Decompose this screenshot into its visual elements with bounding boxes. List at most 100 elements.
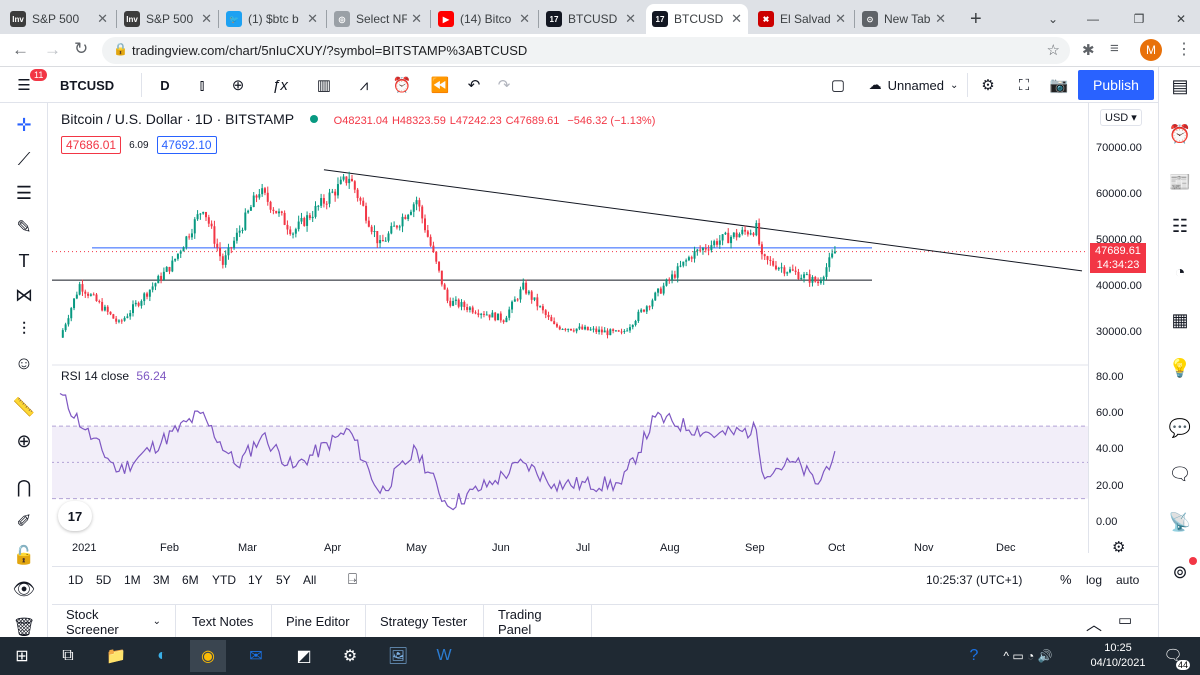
tab-search-icon[interactable]: ⌄: [1047, 12, 1059, 26]
chrome-icon[interactable]: ◉: [190, 640, 226, 672]
tab-text-notes[interactable]: Text Notes: [178, 605, 272, 638]
streams-icon[interactable]: 📡: [1168, 511, 1192, 532]
scale-settings-icon[interactable]: ⚙: [1112, 539, 1126, 556]
browser-tab[interactable]: Inv S&P 500 ✕: [4, 4, 114, 34]
fib-tool-icon[interactable]: ☰: [15, 182, 33, 203]
reload-icon[interactable]: ↻: [74, 39, 89, 58]
text-tool-icon[interactable]: T: [18, 250, 30, 271]
data-window-icon[interactable]: ▦: [1171, 309, 1189, 330]
layout-select-icon[interactable]: ▢: [830, 77, 846, 94]
close-tab-icon[interactable]: ✕: [835, 11, 846, 26]
visibility-eye-icon[interactable]: 👁: [12, 578, 36, 599]
url-field[interactable]: 🔒 tradingview.com/chart/5nIuCXUY/?symbol…: [102, 37, 1070, 64]
range-ytd-button[interactable]: YTD: [212, 573, 236, 587]
indicators-icon[interactable]: ƒx: [272, 76, 288, 94]
browser-tab[interactable]: 17 BTCUSD ✕: [540, 4, 642, 34]
bid-button[interactable]: 47686.01: [61, 136, 122, 154]
log-scale-toggle[interactable]: log: [1086, 573, 1103, 587]
tab-stock-screener[interactable]: Stock Screener ⌄: [52, 605, 176, 638]
edit-app-icon[interactable]: ◩: [296, 648, 312, 665]
close-tab-icon[interactable]: ✕: [625, 11, 636, 26]
help-icon[interactable]: ?: [969, 647, 979, 664]
range-5d-button[interactable]: 5D: [96, 573, 112, 587]
range-1d-button[interactable]: 1D: [68, 573, 84, 587]
chart-canvas[interactable]: [52, 103, 1088, 553]
prediction-tool-icon[interactable]: ⫶: [21, 318, 27, 339]
browser-tab[interactable]: 🐦 (1) $btc b ✕: [220, 4, 324, 34]
edge-browser-icon[interactable]: ◐: [157, 647, 167, 664]
outlook-icon[interactable]: ✉: [249, 648, 263, 665]
trendline-tool-icon[interactable]: ⟋: [17, 148, 31, 169]
tab-pine-editor[interactable]: Pine Editor: [272, 605, 366, 638]
alarm-clock-icon[interactable]: ⏰: [1168, 123, 1192, 144]
range-1m-button[interactable]: 1M: [124, 573, 141, 587]
reading-list-icon[interactable]: ≡: [1110, 40, 1119, 57]
news-icon[interactable]: 📰: [1168, 171, 1192, 192]
redo-icon[interactable]: ↷: [497, 77, 511, 94]
range-6m-button[interactable]: 6M: [182, 573, 199, 587]
clock-timezone-button[interactable]: 10:25:37 (UTC+1): [926, 573, 1023, 587]
compare-add-icon[interactable]: ⊕: [231, 77, 245, 94]
close-tab-icon[interactable]: ✕: [307, 11, 318, 26]
zoom-in-icon[interactable]: ⊕: [16, 430, 32, 451]
messages-icon[interactable]: 🗨: [1168, 463, 1192, 484]
close-tab-icon[interactable]: ✕: [731, 11, 742, 26]
browser-tab[interactable]: Inv S&P 500 ✕: [118, 4, 218, 34]
watchlist-icon[interactable]: ▤: [1171, 75, 1189, 96]
forward-icon[interactable]: →: [44, 40, 61, 59]
candle-style-icon[interactable]: ⫾: [199, 76, 205, 94]
hotlist-icon[interactable]: ☷: [1171, 215, 1189, 236]
goto-date-icon[interactable]: ⍈: [348, 571, 358, 588]
bookmark-star-icon[interactable]: ☆: [1046, 42, 1060, 59]
auto-scale-toggle[interactable]: auto: [1116, 573, 1140, 587]
minimize-icon[interactable]: —: [1087, 12, 1099, 26]
templates-icon[interactable]: ▥: [316, 77, 332, 94]
fullscreen-icon[interactable]: ⛶: [1018, 76, 1030, 94]
pattern-tool-icon[interactable]: ⋈: [15, 284, 33, 305]
undo-icon[interactable]: ↶: [467, 77, 481, 94]
interval-button[interactable]: D: [160, 77, 170, 93]
range-all-button[interactable]: All: [303, 573, 317, 587]
browser-tab[interactable]: 17 BTCUSD ✕: [646, 4, 748, 34]
close-tab-icon[interactable]: ✕: [519, 11, 530, 26]
tab-trading-panel[interactable]: Trading Panel: [484, 605, 592, 638]
ask-button[interactable]: 47692.10: [156, 136, 217, 154]
file-explorer-icon[interactable]: 📁: [106, 648, 126, 665]
photos-icon[interactable]: 🖼: [387, 648, 409, 665]
settings-gear-icon[interactable]: ⚙: [981, 77, 995, 94]
calendar-icon[interactable]: ◔: [1174, 261, 1186, 282]
browser-menu-icon[interactable]: ⋮: [1176, 41, 1192, 58]
close-tab-icon[interactable]: ✕: [201, 11, 212, 26]
tab-strategy-tester[interactable]: Strategy Tester: [366, 605, 484, 638]
lock-icon[interactable]: 🔓: [12, 544, 36, 565]
chevron-up-icon[interactable]: ︿: [1086, 617, 1103, 634]
system-tray-icons[interactable]: ^ ▭ ◔ 🔊: [1003, 649, 1053, 663]
crosshair-icon[interactable]: ✛: [16, 114, 32, 135]
chat-icon[interactable]: 💬: [1168, 417, 1192, 438]
layout-name-button[interactable]: ☁ Unnamed ⌄: [860, 73, 968, 97]
percent-scale-toggle[interactable]: %: [1060, 572, 1072, 587]
close-tab-icon[interactable]: ✕: [935, 11, 946, 26]
windows-start-icon[interactable]: ⊞: [15, 648, 29, 665]
trash-icon[interactable]: 🗑: [12, 616, 36, 637]
restore-icon[interactable]: ❐: [1133, 12, 1145, 26]
profile-avatar[interactable]: M: [1140, 39, 1162, 61]
main-menu-icon[interactable]: ☰ 11: [4, 69, 48, 97]
replay-icon[interactable]: ⏪: [430, 77, 450, 94]
close-tab-icon[interactable]: ✕: [411, 11, 422, 26]
new-tab-icon[interactable]: +: [970, 7, 982, 30]
broadcast-icon[interactable]: ⊚: [1165, 557, 1197, 587]
extensions-icon[interactable]: ✱: [1082, 42, 1095, 59]
snapshot-camera-icon[interactable]: 📷: [1049, 77, 1069, 94]
publish-button[interactable]: Publish: [1078, 70, 1154, 100]
lock-drawing-edit-icon[interactable]: ✐: [16, 510, 32, 531]
back-icon[interactable]: ←: [12, 40, 29, 59]
browser-tab[interactable]: ✖ El Salvad ✕: [752, 4, 852, 34]
symbol-search-button[interactable]: BTCUSD: [52, 73, 142, 97]
alert-clock-icon[interactable]: ⏰: [392, 77, 412, 94]
browser-tab[interactable]: ⊙ New Tab ✕: [856, 4, 952, 34]
settings-gear-icon[interactable]: ⚙: [342, 648, 358, 665]
brush-tool-icon[interactable]: ✎: [16, 216, 32, 237]
browser-tab[interactable]: ▶ (14) Bitco ✕: [432, 4, 536, 34]
currency-button[interactable]: USD ▾: [1100, 109, 1142, 126]
